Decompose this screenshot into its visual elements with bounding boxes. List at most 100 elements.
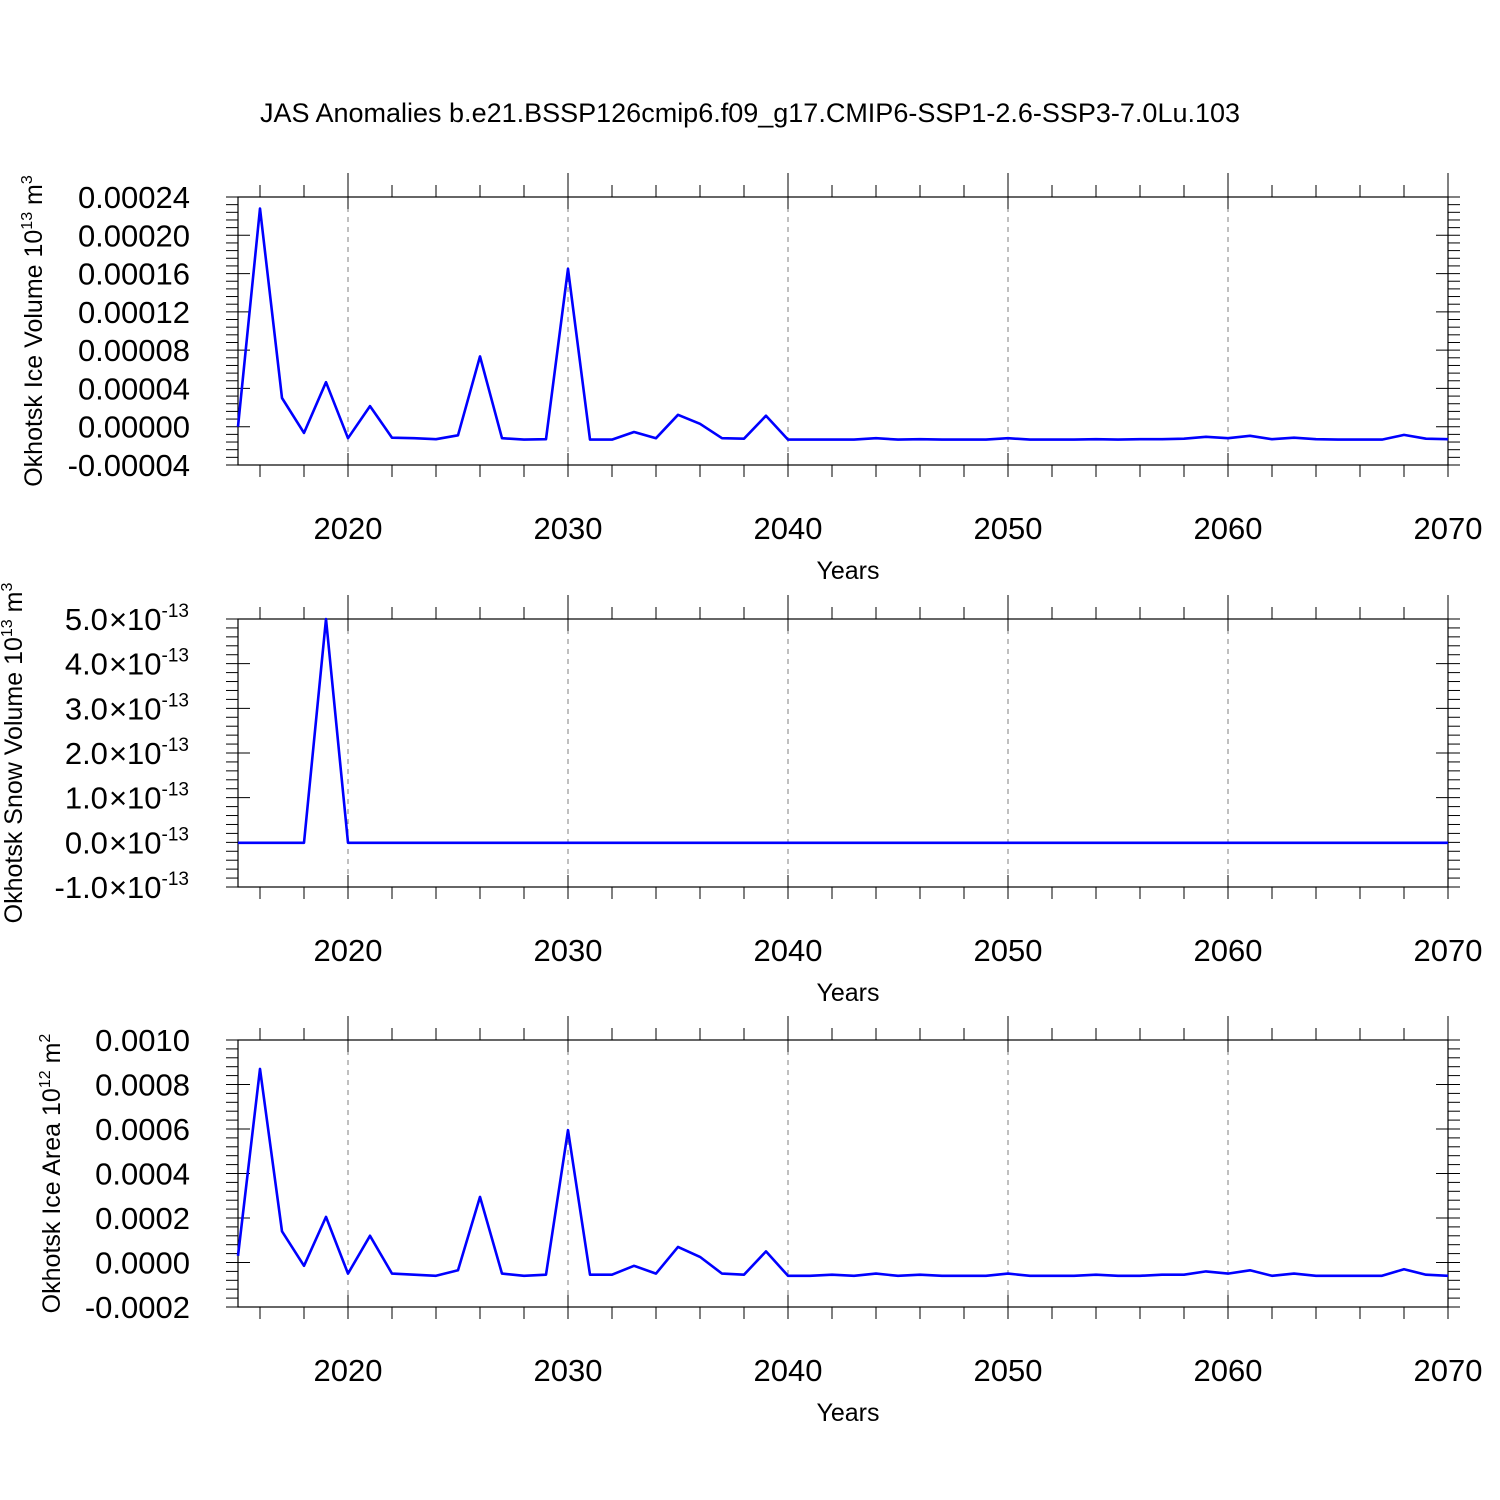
y-tick-times: ×	[109, 781, 127, 816]
y-axis-label: Okhotsk Ice Area 1012 m2	[37, 1034, 66, 1314]
y-axis-unit-exponent: 13	[0, 619, 16, 637]
y-axis-label-text: Okhotsk Ice Volume	[20, 258, 48, 487]
y-tick-exponent: -13	[162, 869, 189, 890]
y-tick-label: 0.00016	[78, 257, 190, 292]
y-tick-base: 10	[127, 736, 161, 771]
x-tick-label: 2050	[974, 933, 1043, 968]
y-tick-label: 5.0×10-13	[65, 601, 189, 637]
x-tick-label: 2060	[1194, 1353, 1263, 1388]
y-tick-exponent: -13	[162, 601, 189, 622]
y-tick-label: 0.0006	[95, 1112, 190, 1147]
y-tick-mantissa: 5.0	[65, 602, 108, 637]
y-tick-label: 0.0002	[95, 1201, 190, 1236]
y-tick-label: 1.0×10-13	[65, 780, 189, 816]
y-tick-times: ×	[109, 602, 127, 637]
y-tick-times: ×	[109, 870, 127, 905]
y-axis-unit-base: 10	[20, 230, 48, 258]
y-tick-base: 10	[127, 825, 161, 860]
panel-3: 2020 2030 2040 2050 2060 2070 0.0010 0.0008 0.00…	[37, 1016, 1482, 1427]
y-tick-label: 0.00008	[78, 333, 190, 368]
y-tick-mantissa: -1.0	[55, 870, 108, 905]
y-tick-label: -1.0×10-13	[55, 869, 189, 905]
y-tick-label: 0.00000	[78, 410, 190, 445]
y-axis-unit-2: m	[38, 1043, 66, 1071]
y-tick-base: 10	[127, 647, 161, 682]
y-tick-label: 4.0×10-13	[65, 646, 189, 682]
x-tick-label: 2020	[314, 511, 383, 546]
y-tick-label: 0.00004	[78, 371, 190, 406]
y-axis-unit-exponent: 12	[37, 1070, 54, 1088]
y-tick-exponent: -13	[162, 735, 189, 756]
y-tick-label: 0.00020	[78, 218, 190, 253]
x-tick-label: 2070	[1414, 511, 1483, 546]
y-tick-label: 2.0×10-13	[65, 735, 189, 771]
x-tick-label: 2070	[1414, 933, 1483, 968]
y-axis-unit-exponent: 13	[19, 212, 36, 230]
y-axis-label: Okhotsk Snow Volume 1013 m3	[0, 583, 28, 924]
series-line	[236, 1067, 1449, 1278]
y-tick-base: 10	[127, 781, 161, 816]
y-tick-mantissa: 4.0	[65, 647, 108, 682]
y-tick-label: 0.0×10-13	[65, 824, 189, 860]
x-tick-label: 2040	[754, 1353, 823, 1388]
y-tick-mantissa: 1.0	[65, 781, 108, 816]
series-line	[236, 207, 1449, 441]
y-tick-exponent: -13	[162, 780, 189, 801]
y-tick-base: 10	[127, 870, 161, 905]
y-axis-unit-2-exponent: 3	[0, 583, 16, 592]
y-tick-label: 0.0010	[95, 1023, 190, 1058]
x-tick-label: 2030	[534, 933, 603, 968]
y-tick-times: ×	[109, 647, 127, 682]
y-tick-label: -0.0002	[85, 1290, 190, 1325]
y-axis-unit-base: 10	[0, 637, 28, 665]
x-tick-label: 2030	[534, 1353, 603, 1388]
y-axis-unit-2-exponent: 2	[37, 1034, 54, 1043]
series-line	[238, 617, 1448, 845]
x-tick-label: 2060	[1194, 511, 1263, 546]
y-tick-exponent: -13	[162, 824, 189, 845]
x-tick-label: 2040	[754, 511, 823, 546]
y-tick-label: 0.00012	[78, 295, 190, 330]
y-tick-exponent: -13	[162, 690, 189, 711]
x-axis-label: Years	[816, 1399, 879, 1427]
y-axis-unit-2: m	[0, 592, 28, 620]
x-tick-label: 2020	[314, 1353, 383, 1388]
y-tick-label: 0.0004	[95, 1157, 190, 1192]
x-tick-label: 2050	[974, 1353, 1043, 1388]
y-tick-label: 3.0×10-13	[65, 690, 189, 726]
y-tick-times: ×	[109, 825, 127, 860]
x-tick-label: 2050	[974, 511, 1043, 546]
x-tick-label: 2040	[754, 933, 823, 968]
x-tick-label: 2060	[1194, 933, 1263, 968]
x-tick-label: 2070	[1414, 1353, 1483, 1388]
y-tick-times: ×	[109, 736, 127, 771]
y-axis-unit-2-exponent: 3	[19, 175, 36, 184]
y-tick-mantissa: 2.0	[65, 736, 108, 771]
y-tick-label: 0.00024	[78, 180, 190, 215]
y-axis-label-text: Okhotsk Snow Volume	[0, 665, 28, 923]
y-tick-mantissa: 3.0	[65, 691, 108, 726]
figure-title: JAS Anomalies b.e21.BSSP126cmip6.f09_g17…	[260, 98, 1240, 128]
panel-2: 2020 2030 2040 2050 2060 20705.0×10-134.0×10-…	[0, 583, 1482, 1007]
y-axis-label-text: Okhotsk Ice Area	[38, 1116, 66, 1313]
y-tick-label: -0.00004	[68, 448, 190, 483]
y-axis-unit-base: 10	[38, 1088, 66, 1116]
y-axis-label: Okhotsk Ice Volume 1013 m3	[19, 175, 48, 487]
x-axis-label: Years	[816, 979, 879, 1007]
y-axis-unit-2: m	[20, 184, 48, 212]
plot-frame	[237, 196, 1449, 466]
y-tick-exponent: -13	[162, 646, 189, 667]
y-tick-times: ×	[109, 691, 127, 726]
x-axis-label: Years	[816, 557, 879, 585]
x-tick-label: 2020	[314, 933, 383, 968]
y-tick-label: 0.0000	[95, 1246, 190, 1281]
y-tick-label: 0.0008	[95, 1068, 190, 1103]
y-tick-base: 10	[127, 602, 161, 637]
x-tick-label: 2030	[534, 511, 603, 546]
y-tick-mantissa: 0.0	[65, 825, 108, 860]
y-tick-base: 10	[127, 691, 161, 726]
